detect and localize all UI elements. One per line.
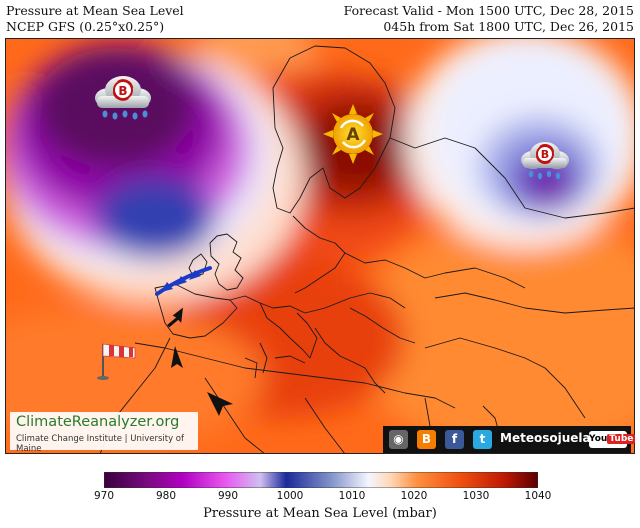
colorbar (104, 472, 538, 488)
colorbar-tick: 970 (93, 490, 115, 502)
social-label: Meteosojuela (500, 431, 591, 445)
colorbar-tick: 1030 (462, 490, 490, 502)
youtube-icon[interactable]: You Tube (589, 431, 636, 448)
blogger-icon[interactable]: B (417, 430, 436, 449)
colorbar-tick: 980 (155, 490, 177, 502)
wind-arrow-icon (167, 307, 233, 416)
forecast-lead: 045h from Sat 1800 UTC, Dec 26, 2015 (383, 19, 634, 34)
sun-icon (323, 104, 383, 164)
low-label: B (541, 148, 549, 161)
social-strip: ◉ B f t Meteosojuela You Tube (383, 426, 636, 453)
site-subtitle: Climate Change Institute | University of… (16, 434, 184, 454)
storm-cloud-icon (95, 76, 151, 120)
windsock-icon (97, 343, 136, 380)
colorbar-tick: 1040 (524, 490, 552, 502)
storm-cloud-icon (521, 142, 569, 180)
forecast-valid: Forecast Valid - Mon 1500 UTC, Dec 28, 2… (343, 3, 634, 18)
colorbar-tick: 1020 (400, 490, 428, 502)
map-title: Pressure at Mean Sea Level (6, 3, 184, 18)
colorbar-title: Pressure at Mean Sea Level (mbar) (203, 506, 437, 521)
facebook-icon[interactable]: f (445, 430, 464, 449)
colorbar-tick: 1010 (338, 490, 366, 502)
site-name: ClimateReanalyzer.org (16, 414, 180, 430)
twitter-icon[interactable]: t (473, 430, 492, 449)
pressure-map: B A B (5, 38, 635, 454)
colorbar-tick: 1000 (276, 490, 304, 502)
low-label: B (118, 84, 127, 98)
colorbar-tick: 990 (217, 490, 239, 502)
youtube-tube: Tube (607, 434, 636, 444)
instagram-icon[interactable]: ◉ (389, 430, 408, 449)
model-name: NCEP GFS (0.25°x0.25°) (6, 19, 165, 34)
cold-front-icon (155, 266, 212, 296)
climate-reanalyzer-logo: ClimateReanalyzer.org Climate Change Ins… (10, 412, 198, 454)
high-label: A (346, 125, 360, 145)
youtube-you: You (589, 434, 608, 444)
